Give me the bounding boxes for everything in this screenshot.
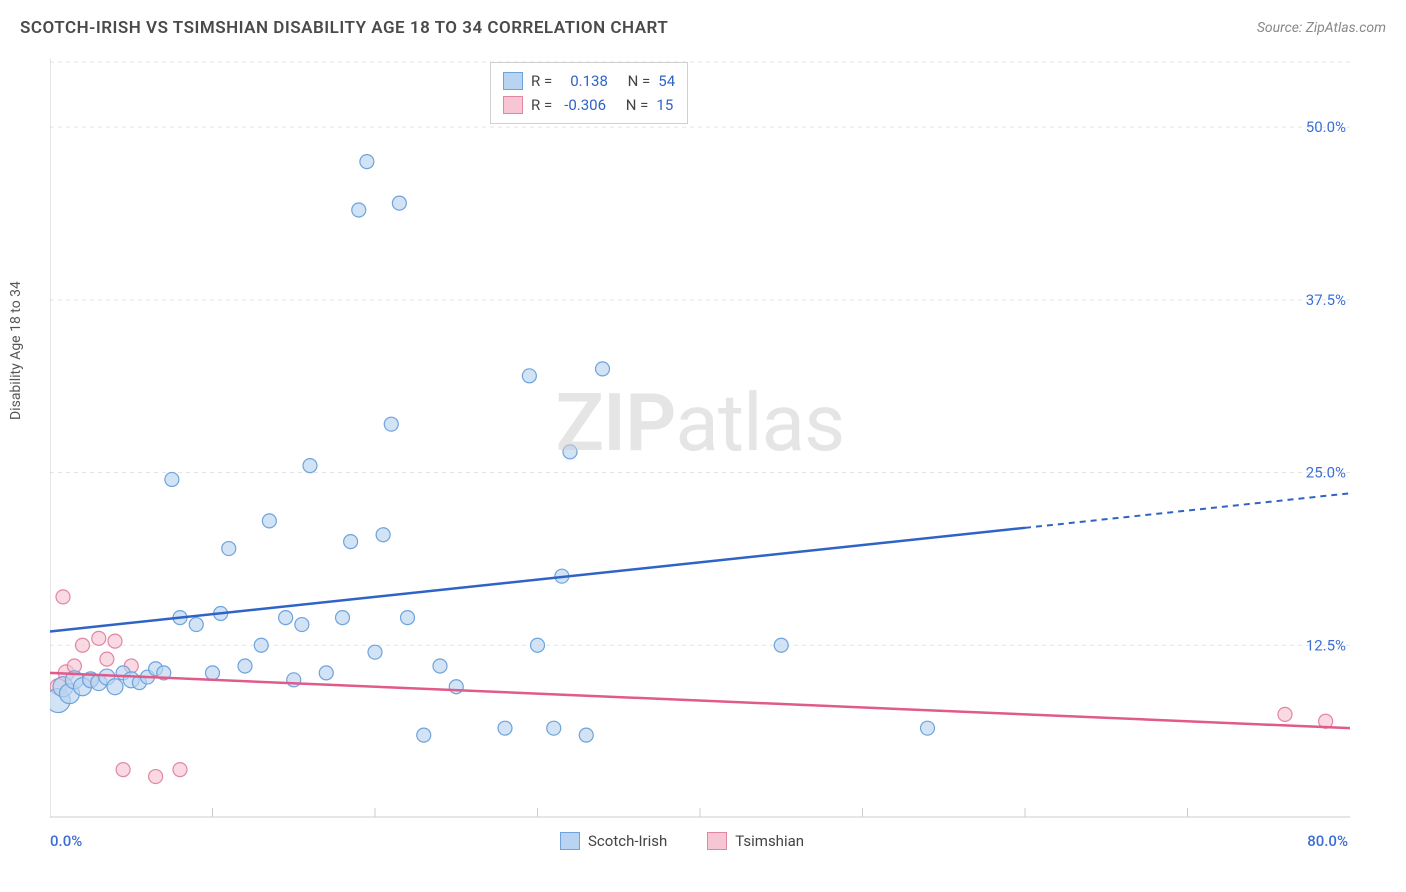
title-bar: SCOTCH-IRISH VS TSIMSHIAN DISABILITY AGE…: [20, 18, 1386, 38]
legend-stats-row: R = 0.138 N = 54: [503, 69, 675, 93]
n-label: N =: [626, 93, 649, 117]
legend-item-scotch-irish: Scotch-Irish: [560, 832, 667, 850]
x-max-label: 80.0%: [1307, 832, 1348, 850]
n-value-scotch-irish: 54: [658, 69, 675, 93]
bottom-legend: Scotch-Irish Tsimshian: [560, 832, 804, 850]
legend-label: Scotch-Irish: [588, 832, 667, 850]
svg-text:37.5%: 37.5%: [1306, 291, 1346, 309]
legend-stats-row: R = -0.306 N = 15: [503, 93, 675, 117]
svg-text:25.0%: 25.0%: [1306, 464, 1346, 482]
swatch-scotch-irish: [503, 72, 523, 90]
n-value-tsimshian: 15: [656, 93, 673, 117]
r-label: R =: [531, 93, 552, 117]
swatch-scotch-irish: [560, 832, 580, 850]
swatch-tsimshian: [503, 96, 523, 114]
scatter-plot-svg: 12.5% 25.0% 37.5% 50.0%: [50, 58, 1350, 818]
svg-text:50.0%: 50.0%: [1306, 118, 1346, 136]
x-origin-label: 0.0%: [50, 832, 82, 850]
chart-title: SCOTCH-IRISH VS TSIMSHIAN DISABILITY AGE…: [20, 18, 668, 38]
r-label: R =: [531, 69, 552, 93]
r-value-tsimshian: -0.306: [560, 93, 606, 117]
source-label: Source: ZipAtlas.com: [1257, 20, 1386, 36]
y-axis-label: Disability Age 18 to 34: [8, 281, 24, 420]
r-value-scotch-irish: 0.138: [560, 69, 608, 93]
swatch-tsimshian: [707, 832, 727, 850]
plot-area: 12.5%25.0%37.5%50.0% ZIPatlas: [50, 58, 1350, 818]
svg-text:12.5%: 12.5%: [1306, 636, 1346, 654]
legend-item-tsimshian: Tsimshian: [707, 832, 804, 850]
n-label: N =: [628, 69, 651, 93]
legend-stats-box: R = 0.138 N = 54 R = -0.306 N = 15: [490, 62, 688, 124]
legend-label: Tsimshian: [735, 832, 804, 850]
